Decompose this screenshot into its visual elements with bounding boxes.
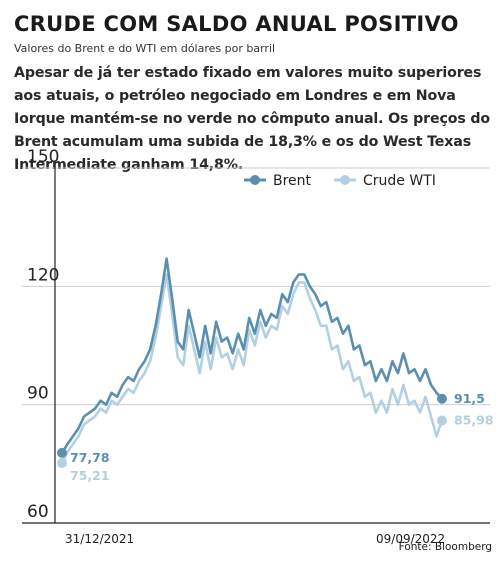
x-end-label: 09/09/2022 bbox=[376, 532, 445, 546]
chart-subtitle: Valores do Brent e do WTI em dólares por… bbox=[14, 42, 276, 55]
y-tick-label-60: 60 bbox=[27, 502, 49, 522]
start-label-brent: 77,78 bbox=[70, 450, 110, 465]
legend-marker-wti bbox=[340, 175, 350, 185]
start-label-wti: 75,21 bbox=[70, 468, 110, 483]
y-tick-label-120: 120 bbox=[27, 265, 59, 285]
chart-title: CRUDE COM SALDO ANUAL POSITIVO bbox=[14, 12, 459, 36]
y-tick-label-90: 90 bbox=[27, 384, 49, 404]
end-label-brent: 91,5 bbox=[454, 391, 485, 406]
series-line-wti bbox=[60, 273, 444, 465]
end-label-wti: 85,98 bbox=[454, 413, 494, 428]
source-note: Fonte: Bloomberg bbox=[398, 541, 492, 553]
end-point-brent bbox=[437, 393, 447, 404]
legend-label-wti: Crude WTI bbox=[363, 173, 436, 189]
legend-label-brent: Brent bbox=[273, 173, 312, 189]
x-start-label: 31/12/2021 bbox=[65, 532, 134, 546]
y-tick-label-150: 150 bbox=[27, 147, 59, 167]
end-point-wti bbox=[437, 415, 447, 426]
start-point-wti bbox=[57, 458, 67, 469]
legend-marker-brent bbox=[250, 175, 260, 185]
series-line-brent bbox=[60, 257, 444, 455]
start-point-brent bbox=[57, 447, 67, 458]
lead-paragraph: Apesar de já ter estado fixado em valore… bbox=[14, 65, 491, 173]
